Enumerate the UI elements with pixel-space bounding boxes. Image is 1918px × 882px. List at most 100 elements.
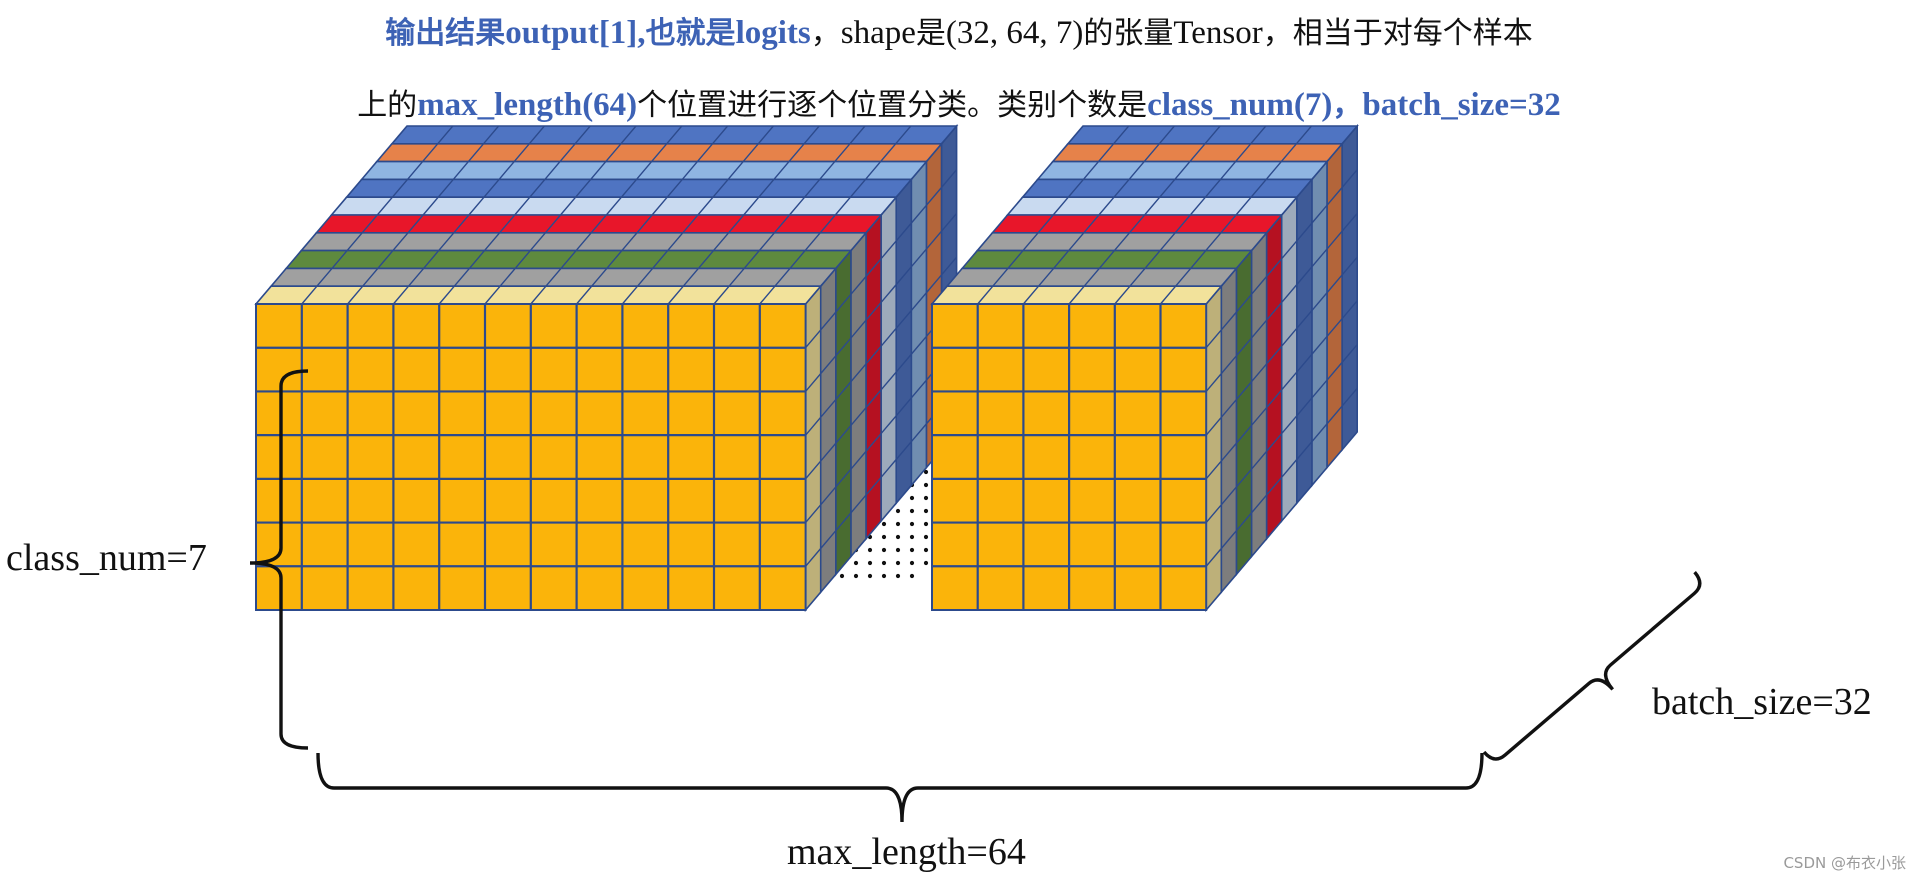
- layer-side-line: [1326, 361, 1343, 381]
- layer-side-line: [880, 327, 897, 347]
- layer-side-line: [1311, 423, 1328, 443]
- layer-side-line: [850, 363, 867, 383]
- layer-side: [1296, 177, 1313, 506]
- layer-side-line: [1296, 353, 1313, 373]
- layer-side: [1280, 195, 1298, 524]
- layer-top-line: [591, 267, 608, 287]
- layer-top-line: [1159, 178, 1176, 198]
- layer-side-line: [835, 512, 852, 532]
- layer-side-line: [1341, 300, 1358, 320]
- layer-side-line: [1341, 256, 1358, 276]
- layer-side-line: [1250, 276, 1268, 295]
- layer-top-line: [1265, 161, 1282, 180]
- dot: [881, 560, 887, 566]
- layer-top-line: [1113, 125, 1130, 145]
- layer-top-line: [743, 196, 760, 216]
- layer-side-line: [1220, 355, 1237, 375]
- layer-top-line: [774, 267, 791, 287]
- caption-segment: 也就是: [645, 16, 736, 51]
- layer-top-line: [992, 267, 1009, 287]
- layer-side-line: [835, 468, 852, 488]
- layer-top-line: [742, 143, 759, 163]
- layer-top-line: [743, 250, 760, 269]
- tensor-block-left: [254, 123, 959, 613]
- caption-segment: output[1],: [505, 15, 646, 51]
- layer-top-line: [773, 214, 791, 234]
- layer-side: [1265, 212, 1283, 541]
- layer-top-line: [1144, 196, 1161, 216]
- layer-top-line: [1083, 214, 1100, 234]
- layer-top-line: [1098, 250, 1115, 269]
- layer-top-line: [681, 161, 698, 180]
- layer-top-line: [392, 285, 410, 305]
- dot: [867, 547, 873, 553]
- layer-side-line: [895, 310, 912, 329]
- layer-side-line: [1341, 212, 1358, 232]
- layer-top-line: [696, 143, 714, 163]
- layer-top-line: [452, 161, 469, 180]
- layer-side-line: [1266, 301, 1283, 321]
- layer-side-line: [850, 276, 867, 295]
- layer-side: [1205, 284, 1223, 613]
- layer-top-line: [391, 178, 409, 198]
- layer-top-line: [575, 178, 592, 198]
- layer-top-line: [1007, 250, 1024, 269]
- layer-top-line: [728, 214, 745, 234]
- layer-side-line: [910, 292, 927, 311]
- layer-top-line: [788, 143, 805, 163]
- caption-segment: Tensor: [1173, 15, 1263, 51]
- layer-top-line: [361, 214, 378, 234]
- layer-top-line: [467, 143, 485, 163]
- dot: [881, 547, 887, 553]
- layer-top-line: [667, 285, 684, 305]
- layer-top-line: [483, 178, 500, 198]
- layer-side-line: [1311, 248, 1328, 268]
- layer-side: [880, 195, 898, 524]
- watermark: CSDN @布衣小张: [1783, 854, 1906, 872]
- layer-top-line: [347, 285, 364, 305]
- layer-top-line: [652, 250, 669, 269]
- layer-top-line: [453, 267, 470, 287]
- layer-side-line: [1220, 399, 1237, 418]
- layer-side: [850, 230, 867, 559]
- layer-top-line: [606, 250, 623, 269]
- layer-top-line: [575, 232, 592, 252]
- layer-top-line: [1052, 196, 1069, 216]
- layer-side-line: [1250, 494, 1268, 514]
- caption-segment: 个位置进行逐个位置分类。类别个数是: [637, 88, 1148, 123]
- layer-side-line: [865, 389, 882, 409]
- caption-segment: 输出结果: [385, 16, 506, 51]
- dot: [909, 573, 915, 579]
- layer-top-line: [1250, 178, 1267, 198]
- layer-side-line: [910, 379, 927, 399]
- layer-top-line: [560, 250, 577, 269]
- layer-side-line: [880, 284, 897, 303]
- layer-side-line: [1250, 407, 1268, 426]
- layer-top-line: [834, 143, 851, 163]
- layer-side-line: [910, 248, 927, 268]
- layer-top-line: [758, 232, 775, 252]
- dot: [909, 521, 915, 527]
- layer-side: [1250, 230, 1268, 559]
- layer-top-line: [1129, 267, 1146, 287]
- layer-top-line: [1174, 161, 1191, 180]
- layer-top-line: [468, 250, 486, 269]
- layer-side-line: [805, 504, 822, 524]
- layer-side-line: [940, 212, 958, 232]
- layer-top-line: [316, 267, 333, 287]
- caption-segment: batch_size=32: [1362, 87, 1561, 123]
- layer-top-line: [1068, 232, 1085, 252]
- layer-side-line: [865, 433, 882, 452]
- layer-side: [865, 212, 882, 541]
- layer-top-line: [1175, 267, 1192, 287]
- layer-side-line: [820, 530, 837, 549]
- layer-top-line: [635, 161, 653, 180]
- layer-top-line: [559, 196, 577, 216]
- layer-top-line: [759, 285, 776, 305]
- layer-top-line: [483, 232, 501, 252]
- layer-top-line: [711, 125, 729, 145]
- layer-side-line: [1281, 327, 1298, 347]
- batch-size-brace: [1482, 570, 1702, 761]
- layer-top-line: [453, 214, 470, 234]
- layer-side-line: [805, 548, 822, 567]
